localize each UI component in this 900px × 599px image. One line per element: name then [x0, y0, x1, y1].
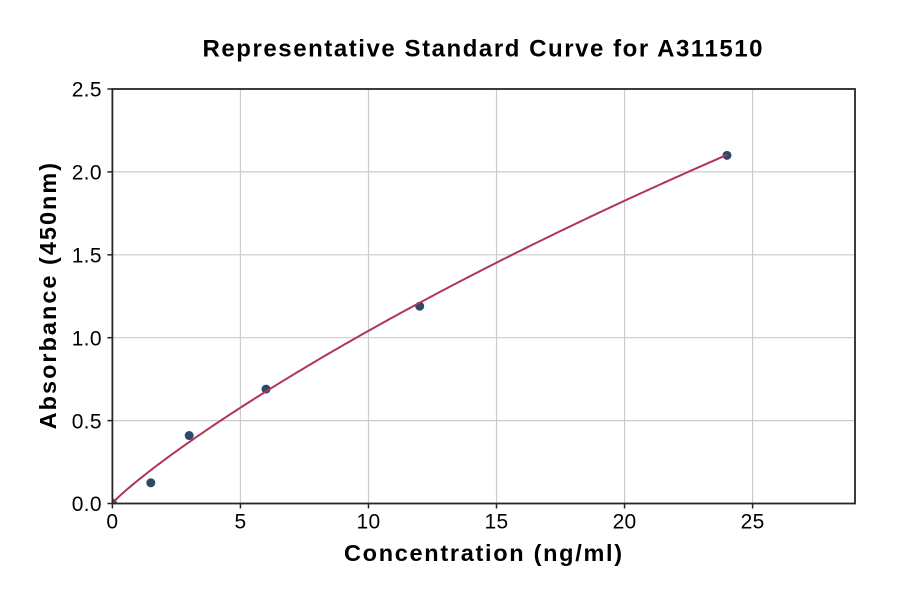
svg-text:2.5: 2.5	[72, 79, 102, 102]
svg-text:0.5: 0.5	[72, 410, 102, 433]
svg-text:Absorbance (450nm): Absorbance (450nm)	[35, 161, 61, 429]
svg-text:Representative Standard Curve: Representative Standard Curve for A31151…	[203, 36, 765, 63]
svg-text:10: 10	[356, 511, 380, 534]
svg-text:0: 0	[106, 511, 118, 534]
svg-text:20: 20	[613, 511, 637, 534]
svg-text:25: 25	[741, 511, 765, 534]
svg-text:1.0: 1.0	[72, 327, 102, 350]
svg-text:15: 15	[485, 511, 509, 534]
svg-text:0.0: 0.0	[72, 493, 102, 516]
svg-text:5: 5	[234, 511, 246, 534]
svg-text:Concentration (ng/ml): Concentration (ng/ml)	[344, 540, 624, 566]
svg-text:1.5: 1.5	[72, 245, 102, 268]
svg-text:2.0: 2.0	[72, 162, 102, 185]
